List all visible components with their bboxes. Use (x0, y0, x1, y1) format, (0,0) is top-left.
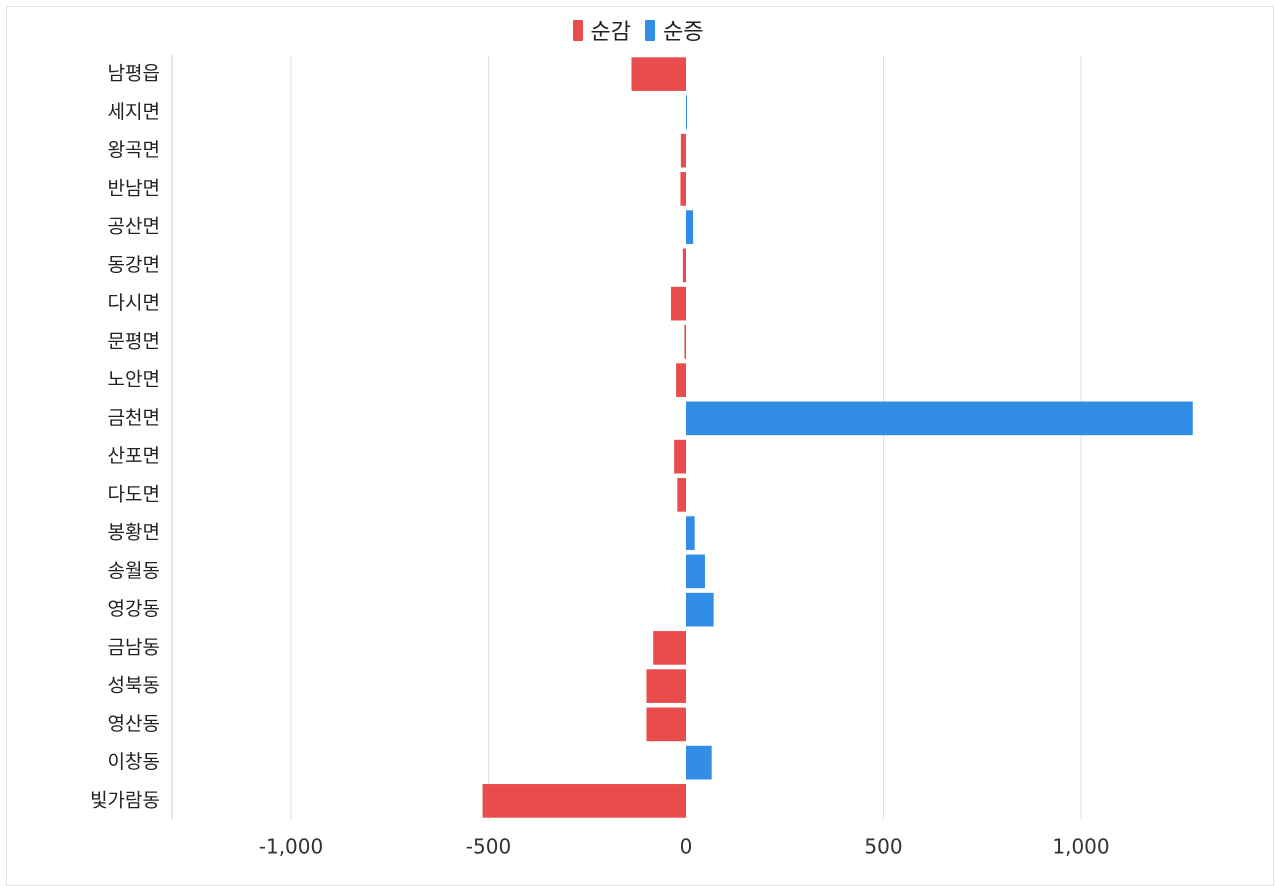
category-label: 산포면 (108, 445, 160, 467)
legend-swatch-increase (645, 19, 655, 41)
bar-8 (684, 325, 686, 359)
legend-item-increase[interactable]: 순증 (645, 14, 703, 46)
x-tick-label: -1,000 (259, 835, 323, 859)
category-label: 금남동 (108, 636, 160, 658)
category-label: 송월동 (108, 560, 160, 582)
category-label: 빛가람동 (90, 789, 160, 811)
bar-2 (686, 95, 687, 130)
category-label: 봉황면 (108, 522, 160, 544)
chart-frame (6, 6, 1274, 886)
bar-4 (680, 172, 686, 206)
bar-3 (680, 133, 686, 168)
legend-label-increase: 순증 (663, 20, 704, 45)
category-label: 세지면 (108, 101, 160, 123)
bar-7 (670, 286, 686, 321)
x-tick-label: 500 (864, 835, 902, 859)
bar-20 (482, 784, 686, 818)
category-label: 영강동 (108, 598, 160, 620)
legend: 순감 순증 (0, 14, 1276, 46)
bar-18 (646, 707, 686, 742)
category-label: 다도면 (108, 483, 160, 505)
category-label: 동강면 (108, 254, 160, 276)
bar-16 (653, 631, 686, 665)
bar-6 (682, 248, 686, 283)
category-label: 반남면 (108, 177, 160, 199)
bar-9 (676, 363, 686, 397)
bar-13 (686, 516, 695, 550)
category-label: 공산면 (108, 216, 160, 238)
category-label: 문평면 (108, 330, 160, 352)
bar-19 (686, 745, 712, 780)
category-label: 남평읍 (108, 63, 160, 85)
category-label: 영산동 (108, 713, 160, 735)
category-label: 성북동 (108, 675, 160, 697)
bar-5 (686, 210, 694, 244)
bar-12 (677, 478, 686, 512)
category-label: 이창동 (108, 751, 160, 773)
category-label: 왕곡면 (108, 139, 160, 161)
category-label: 노안면 (108, 369, 160, 391)
bar-11 (674, 439, 686, 474)
category-label: 금천면 (108, 407, 160, 429)
legend-swatch-decrease (572, 19, 583, 41)
legend-item-decrease[interactable]: 순감 (572, 14, 631, 46)
bar-14 (686, 554, 705, 589)
bar-15 (686, 592, 714, 627)
bar-1 (631, 57, 686, 91)
x-tick-label: 1,000 (1052, 835, 1109, 859)
legend-label-decrease: 순감 (590, 20, 631, 45)
x-tick-label: 0 (680, 835, 693, 859)
bar-17 (646, 669, 686, 703)
bar-10 (686, 401, 1193, 436)
x-tick-label: -500 (466, 835, 511, 859)
category-label: 다시면 (108, 292, 160, 314)
bar-chart: 남평읍세지면왕곡면반남면공산면동강면다시면문평면노안면금천면산포면다도면봉황면송… (90, 55, 1193, 859)
